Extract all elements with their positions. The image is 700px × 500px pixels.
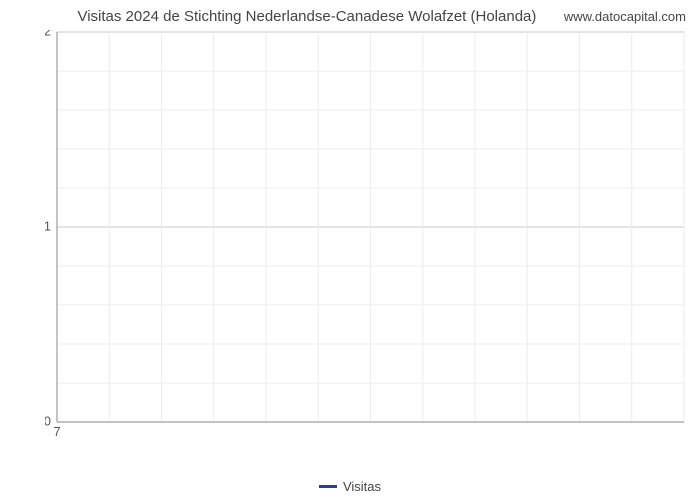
legend-label: Visitas (343, 479, 381, 494)
svg-text:1: 1 (45, 218, 51, 233)
chart-title: Visitas 2024 de Stichting Nederlandse-Ca… (50, 8, 564, 25)
chart-svg: 0 1 2 7 (45, 30, 686, 440)
legend-swatch (319, 485, 337, 488)
title-row: Visitas 2024 de Stichting Nederlandse-Ca… (0, 8, 700, 25)
chart-container: Visitas 2024 de Stichting Nederlandse-Ca… (0, 0, 700, 500)
source-domain-label: www.datocapital.com (564, 9, 686, 24)
plot-area: 0 1 2 7 (45, 30, 686, 440)
svg-text:2: 2 (45, 30, 51, 38)
svg-text:0: 0 (45, 413, 51, 428)
svg-text:7: 7 (53, 424, 60, 439)
legend: Visitas (0, 479, 700, 494)
